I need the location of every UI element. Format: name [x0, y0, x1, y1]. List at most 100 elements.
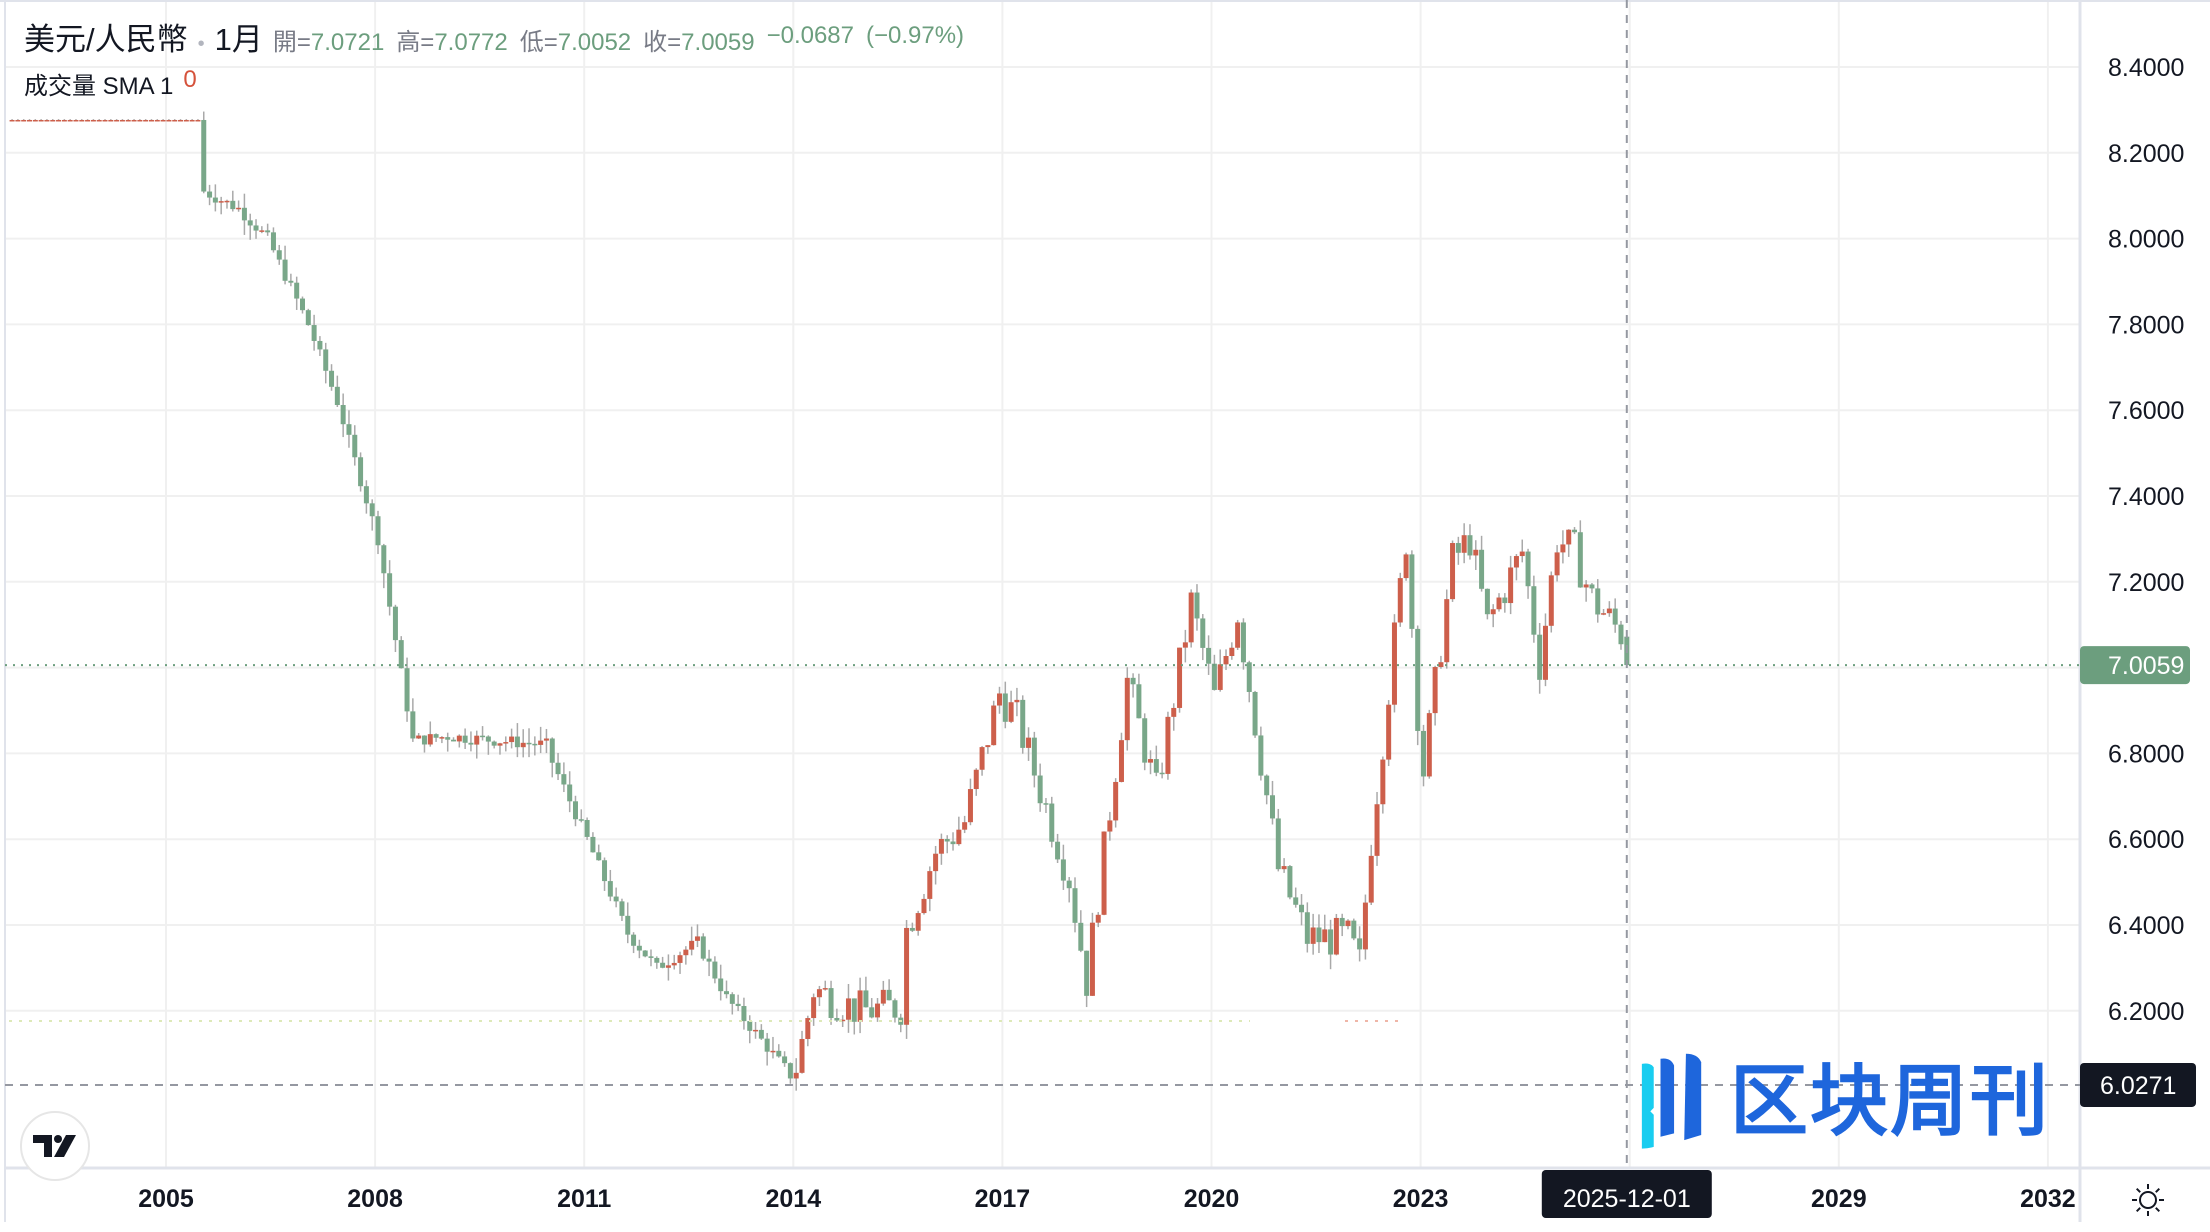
candle-up [996, 693, 1002, 706]
candle-down [1269, 795, 1275, 819]
volume-legend[interactable]: 成交量 SMA 1 0 [24, 66, 197, 101]
candle-down [294, 282, 300, 299]
candle-down [340, 405, 346, 425]
candle-down [1258, 735, 1264, 776]
candle-down [358, 457, 364, 487]
candle-down [729, 994, 735, 1004]
price-tick-label: 8.2000 [2108, 140, 2184, 168]
crosshair-date-badge [1541, 1170, 1712, 1218]
candle-up [50, 119, 56, 122]
candle-up [1403, 554, 1409, 579]
candle-up [933, 853, 939, 872]
candle-up [1450, 543, 1456, 600]
candle-down [1357, 938, 1363, 950]
candle-down [433, 734, 439, 738]
candle-up [32, 119, 38, 122]
candle-down [776, 1050, 782, 1057]
candle-up [1026, 737, 1032, 748]
watermark-logo: 区块周刊 [1640, 1052, 2050, 1152]
candle-up [102, 119, 108, 122]
candle-down [724, 991, 730, 995]
candle-down [642, 950, 648, 957]
candle-down [1200, 618, 1206, 648]
candle-down [1002, 693, 1008, 722]
candle-down [1455, 543, 1461, 553]
candle-up [73, 119, 79, 122]
candle-up [1426, 713, 1432, 777]
candle-up [979, 747, 985, 770]
candle-up [1217, 664, 1223, 690]
candle-down [381, 545, 387, 574]
candle-up [1473, 549, 1479, 556]
price-tick-label: 6.8000 [2108, 740, 2184, 768]
symbol-legend: 美元/人民幣 • 1月 開=7.0721 高=7.0772 低=7.0052 收… [24, 14, 964, 59]
candle-down [660, 962, 666, 968]
candle-up [1601, 613, 1607, 615]
candle-down [247, 220, 253, 226]
candle-down [782, 1056, 788, 1064]
candle-down [1159, 772, 1165, 775]
separator-dot: • [197, 33, 205, 55]
candle-down [451, 739, 457, 742]
candle-down [1531, 586, 1537, 635]
candle-down [828, 988, 834, 1018]
candle-down [387, 573, 393, 607]
candle-down [1246, 662, 1252, 692]
candle-up [1333, 917, 1339, 955]
candle-down [1595, 588, 1601, 615]
candle-up [689, 940, 695, 950]
candle-down [1304, 912, 1310, 944]
candle-up [1223, 655, 1229, 665]
candle-up [474, 735, 480, 745]
candle-down [549, 738, 555, 763]
candle-down [613, 896, 619, 902]
tradingview-logo[interactable] [20, 1111, 90, 1181]
time-tick-label: 2014 [765, 1185, 821, 1213]
candle-up [178, 119, 184, 122]
candle-up [1490, 609, 1496, 615]
candle-up [1508, 567, 1514, 604]
candle-down [1240, 622, 1246, 663]
candle-down [706, 958, 712, 962]
watermark-bars-icon [1641, 1053, 1702, 1149]
open-value: 7.0721 [310, 29, 385, 56]
candle-down [909, 927, 915, 931]
interval[interactable]: 1月 [214, 22, 263, 57]
price-tick-label: 6.2000 [2108, 998, 2184, 1026]
time-tick-label: 2017 [975, 1185, 1031, 1213]
candle-up [1542, 625, 1548, 680]
candle-down [241, 207, 247, 221]
candle-up [61, 119, 67, 122]
candle-up [1548, 575, 1554, 626]
candle-down [1479, 549, 1485, 589]
candle-up [143, 119, 149, 122]
candle-up [1101, 831, 1107, 915]
candle-up [927, 871, 933, 899]
candle-up [1229, 647, 1235, 656]
candle-up [224, 200, 230, 203]
candle-down [718, 978, 724, 992]
candle-down [636, 945, 642, 951]
candle-up [962, 822, 968, 830]
time-tick-label: 2020 [1184, 1185, 1240, 1213]
candle-down [1351, 920, 1357, 939]
candle-down [619, 901, 625, 916]
candle-down [567, 784, 573, 802]
candle-up [1188, 592, 1194, 643]
candle-down [375, 516, 381, 546]
candle-up [694, 936, 700, 941]
candle-up [1095, 914, 1101, 923]
candle-down [555, 762, 561, 775]
time-tick-label: 2011 [557, 1185, 611, 1213]
candle-up [160, 119, 166, 122]
settings-icon[interactable] [2130, 1182, 2166, 1218]
candle-up [845, 998, 851, 1020]
symbol-name[interactable]: 美元/人民幣 [24, 22, 188, 57]
candle-up [811, 997, 817, 1019]
candle-down [1293, 897, 1299, 905]
crosshair-date-label: 2025-12-01 [1563, 1185, 1691, 1213]
candle-up [85, 119, 91, 122]
candle-down [1316, 927, 1322, 943]
candle-up [1606, 608, 1612, 614]
